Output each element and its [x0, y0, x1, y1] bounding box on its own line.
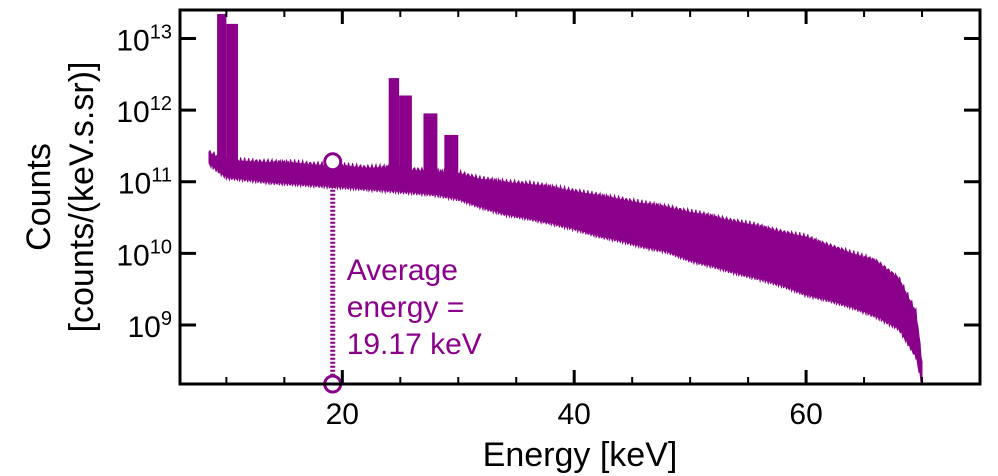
y-tick-label: 109	[128, 308, 173, 344]
annotation-layer: Average energy = 19.17 keV	[323, 152, 482, 394]
x-axis-title: Energy [keV]	[483, 436, 678, 474]
y-axis-title-line2: [counts/(keV.s.sr)]	[63, 62, 101, 333]
plot-frame	[178, 8, 982, 386]
peak-bar	[399, 95, 412, 189]
y-tick-label: 1011	[118, 165, 172, 201]
peak-bar	[423, 113, 438, 191]
peak-bar	[444, 134, 459, 194]
average-energy-marker-top	[323, 152, 343, 172]
spectrum-band	[208, 149, 923, 386]
y-tick-label: 1012	[116, 93, 172, 129]
peak-bar	[217, 13, 227, 171]
tick-layer: 20 40 60 109 1010 1011 1012 1013	[116, 10, 980, 431]
average-energy-label: 19.17 keV	[347, 328, 482, 361]
data-layer	[208, 13, 923, 386]
x-tick-label: 40	[558, 398, 591, 431]
average-energy-label: energy =	[347, 291, 465, 324]
x-tick-label: 20	[326, 398, 359, 431]
average-energy-label: Average	[347, 254, 458, 287]
y-axis-title-line1: Counts	[20, 143, 58, 251]
y-tick-label: 1010	[116, 236, 172, 272]
y-tick-label: 1013	[116, 22, 172, 58]
x-tick-label: 60	[789, 398, 822, 431]
peak-bar	[388, 78, 400, 188]
peak-bar	[226, 23, 238, 175]
